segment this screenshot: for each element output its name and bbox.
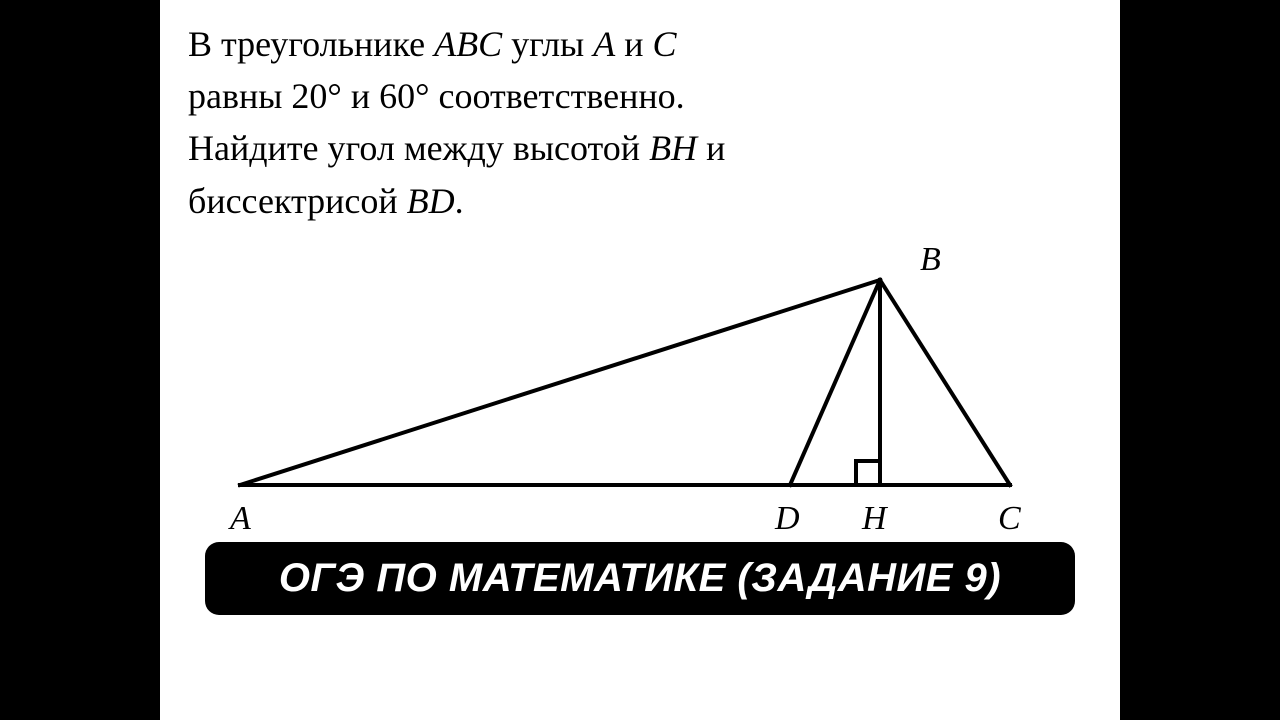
svg-text:A: A: [228, 500, 251, 537]
triangle-name: ABC: [434, 24, 502, 64]
triangle-svg: A D H C B: [180, 235, 1100, 545]
altitude-bh: BH: [649, 128, 697, 168]
title-banner: ОГЭ ПО МАТЕМАТИКЕ (ЗАДАНИЕ 9): [205, 542, 1075, 615]
banner-text: ОГЭ ПО МАТЕМАТИКЕ (ЗАДАНИЕ 9): [279, 556, 1001, 600]
svg-text:D: D: [774, 500, 800, 537]
left-black-bar: [0, 0, 160, 720]
text: углы: [502, 24, 593, 64]
svg-text:B: B: [920, 241, 941, 278]
problem-line-3: Найдите угол между высотой BH и: [188, 122, 1092, 174]
text: .: [455, 181, 464, 221]
content-area: В треугольнике ABC углы A и C равны 20° …: [160, 0, 1120, 720]
problem-line-4: биссектрисой BD.: [188, 175, 1092, 227]
problem-line-1: В треугольнике ABC углы A и C: [188, 18, 1092, 70]
text: и: [615, 24, 652, 64]
problem-statement: В треугольнике ABC углы A и C равны 20° …: [160, 0, 1120, 235]
angle-c: C: [653, 24, 677, 64]
problem-line-2: равны 20° и 60° соответственно.: [188, 70, 1092, 122]
svg-text:H: H: [861, 500, 889, 537]
text: биссектрисой: [188, 181, 407, 221]
right-black-bar: [1120, 0, 1280, 720]
triangle-figure: A D H C B: [160, 235, 1120, 545]
text: равны 20° и 60° соответственно.: [188, 76, 685, 116]
bisector-bd: BD: [407, 181, 455, 221]
text: В треугольнике: [188, 24, 434, 64]
svg-text:C: C: [998, 500, 1021, 537]
text: Найдите угол между высотой: [188, 128, 649, 168]
angle-a: A: [593, 24, 615, 64]
text: и: [697, 128, 725, 168]
